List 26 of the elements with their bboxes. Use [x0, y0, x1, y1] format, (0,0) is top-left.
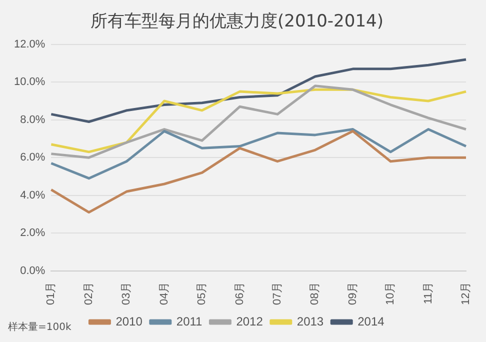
- x-tick-label: 02月: [82, 282, 95, 306]
- legend-label: 2014: [358, 314, 385, 328]
- legend-label: 2010: [116, 314, 143, 328]
- y-tick-label: 2.0%: [20, 227, 46, 240]
- x-tick-label: 10月: [384, 282, 397, 306]
- chart-title: 所有车型每月的优惠力度(2010-2014): [90, 12, 384, 32]
- text: 样本量=100k: [8, 320, 72, 334]
- x-tick-label: 01月: [45, 282, 58, 306]
- legend-label: 2013: [296, 314, 324, 328]
- legend-label: 2011: [176, 314, 203, 328]
- y-tick-label: 4.0%: [20, 189, 46, 202]
- x-tick-label: 03月: [120, 282, 133, 306]
- x-tick-label: 11月: [422, 282, 434, 304]
- y-tick-label: 12.0%: [14, 38, 46, 50]
- x-tick-label: 12月: [460, 282, 472, 306]
- x-tick-label: 06月: [234, 282, 246, 306]
- y-tick-label: 6.0%: [20, 152, 46, 164]
- y-tick-label: 0.0%: [20, 264, 46, 277]
- x-tick-label: 08月: [309, 282, 322, 306]
- x-tick-label: 07月: [271, 282, 284, 306]
- x-tick-label: 04月: [158, 282, 170, 306]
- x-tick-label: 09月: [346, 282, 359, 306]
- legend-label: 2012: [236, 314, 264, 328]
- x-tick-label: 05月: [196, 282, 208, 306]
- y-tick-label: 10.0%: [14, 76, 46, 88]
- y-tick-label: 8.0%: [20, 114, 46, 126]
